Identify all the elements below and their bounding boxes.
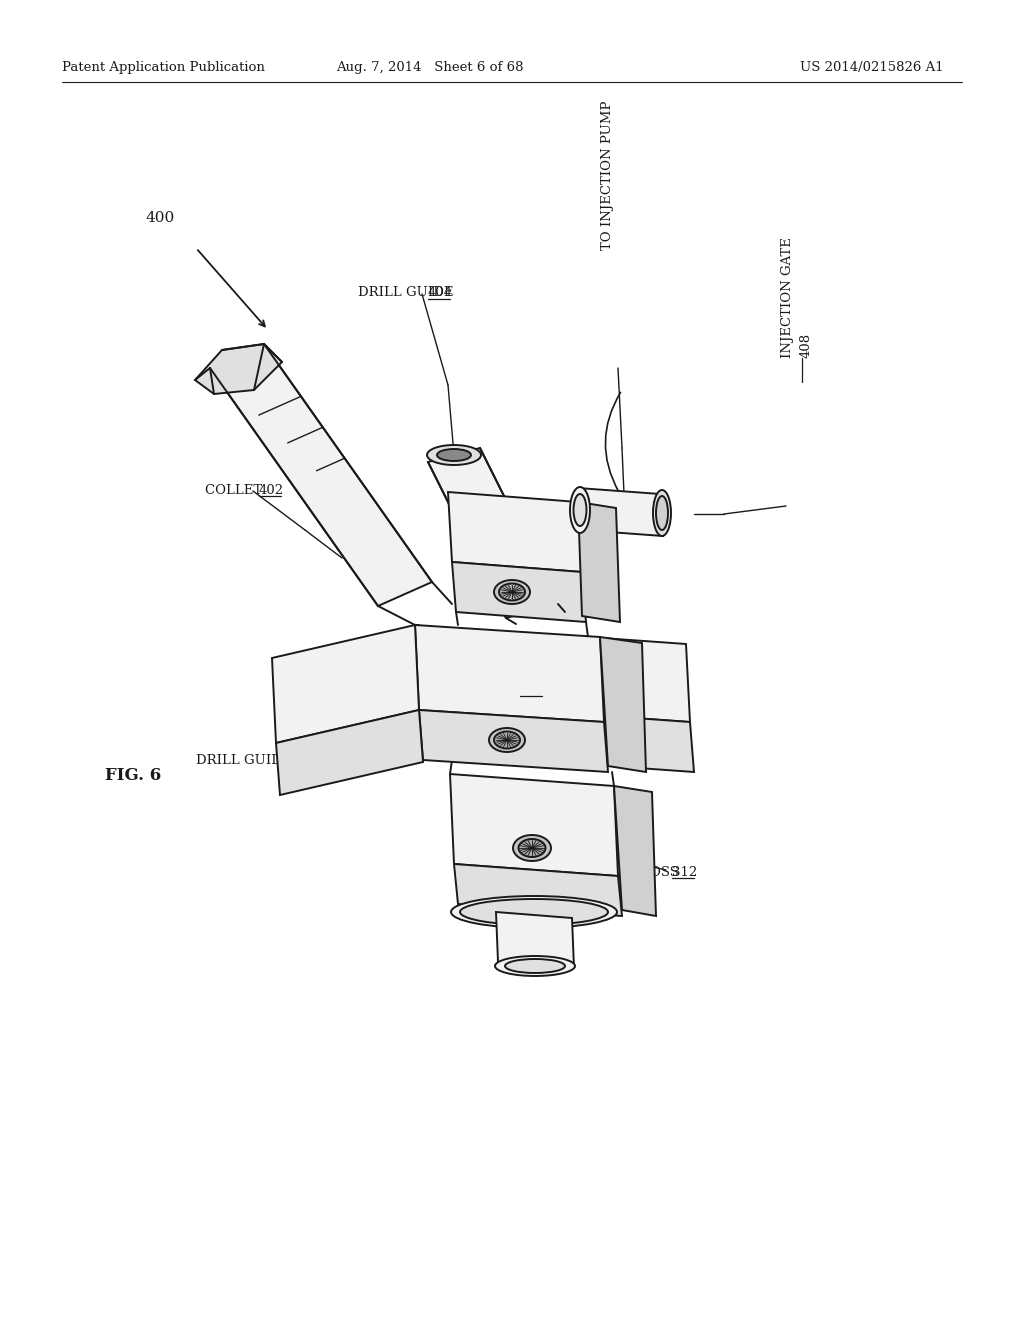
- Text: FIG. 6: FIG. 6: [105, 767, 161, 784]
- Text: DRILL GUIDE GATE: DRILL GUIDE GATE: [196, 754, 338, 767]
- Ellipse shape: [513, 836, 551, 861]
- Polygon shape: [578, 488, 663, 536]
- Ellipse shape: [573, 494, 587, 525]
- Text: COLLET: COLLET: [205, 483, 266, 496]
- Text: TO INJECTION PUMP: TO INJECTION PUMP: [601, 100, 614, 249]
- Polygon shape: [428, 447, 558, 618]
- Ellipse shape: [570, 487, 590, 533]
- Polygon shape: [602, 638, 690, 722]
- Text: 402: 402: [259, 483, 284, 496]
- Polygon shape: [272, 624, 419, 743]
- Text: ISOLATION GATE: ISOLATION GATE: [516, 665, 638, 678]
- Text: 400: 400: [145, 211, 174, 224]
- Text: INJECTION GATE: INJECTION GATE: [781, 238, 795, 358]
- Text: US 2014/0215826 A1: US 2014/0215826 A1: [800, 62, 944, 74]
- Polygon shape: [578, 502, 620, 622]
- Text: DRILL GUIDE: DRILL GUIDE: [358, 286, 458, 300]
- Polygon shape: [419, 710, 608, 772]
- Polygon shape: [276, 710, 423, 795]
- Text: 408: 408: [800, 333, 812, 358]
- Ellipse shape: [427, 445, 481, 465]
- Text: 312: 312: [672, 866, 697, 879]
- Text: Aug. 7, 2014   Sheet 6 of 68: Aug. 7, 2014 Sheet 6 of 68: [336, 62, 523, 74]
- Ellipse shape: [495, 956, 575, 975]
- Ellipse shape: [499, 583, 525, 601]
- Polygon shape: [606, 715, 694, 772]
- Polygon shape: [614, 785, 656, 916]
- Ellipse shape: [494, 731, 520, 748]
- Polygon shape: [450, 774, 618, 876]
- Polygon shape: [452, 562, 586, 622]
- Text: 406: 406: [296, 754, 322, 767]
- Ellipse shape: [460, 899, 608, 925]
- Ellipse shape: [653, 490, 671, 536]
- Ellipse shape: [451, 896, 617, 928]
- Polygon shape: [210, 345, 432, 606]
- Text: BOSS: BOSS: [640, 866, 683, 879]
- Text: Patent Application Publication: Patent Application Publication: [62, 62, 265, 74]
- Polygon shape: [496, 912, 574, 968]
- Polygon shape: [449, 492, 582, 572]
- Ellipse shape: [437, 449, 471, 461]
- Ellipse shape: [518, 840, 546, 857]
- Polygon shape: [195, 345, 282, 393]
- Text: 404: 404: [428, 286, 454, 300]
- Polygon shape: [454, 865, 622, 916]
- Text: 410: 410: [520, 684, 545, 697]
- Ellipse shape: [656, 496, 668, 531]
- Polygon shape: [415, 624, 604, 722]
- Ellipse shape: [494, 579, 530, 605]
- Polygon shape: [600, 638, 646, 772]
- Ellipse shape: [489, 729, 525, 752]
- Ellipse shape: [505, 960, 565, 973]
